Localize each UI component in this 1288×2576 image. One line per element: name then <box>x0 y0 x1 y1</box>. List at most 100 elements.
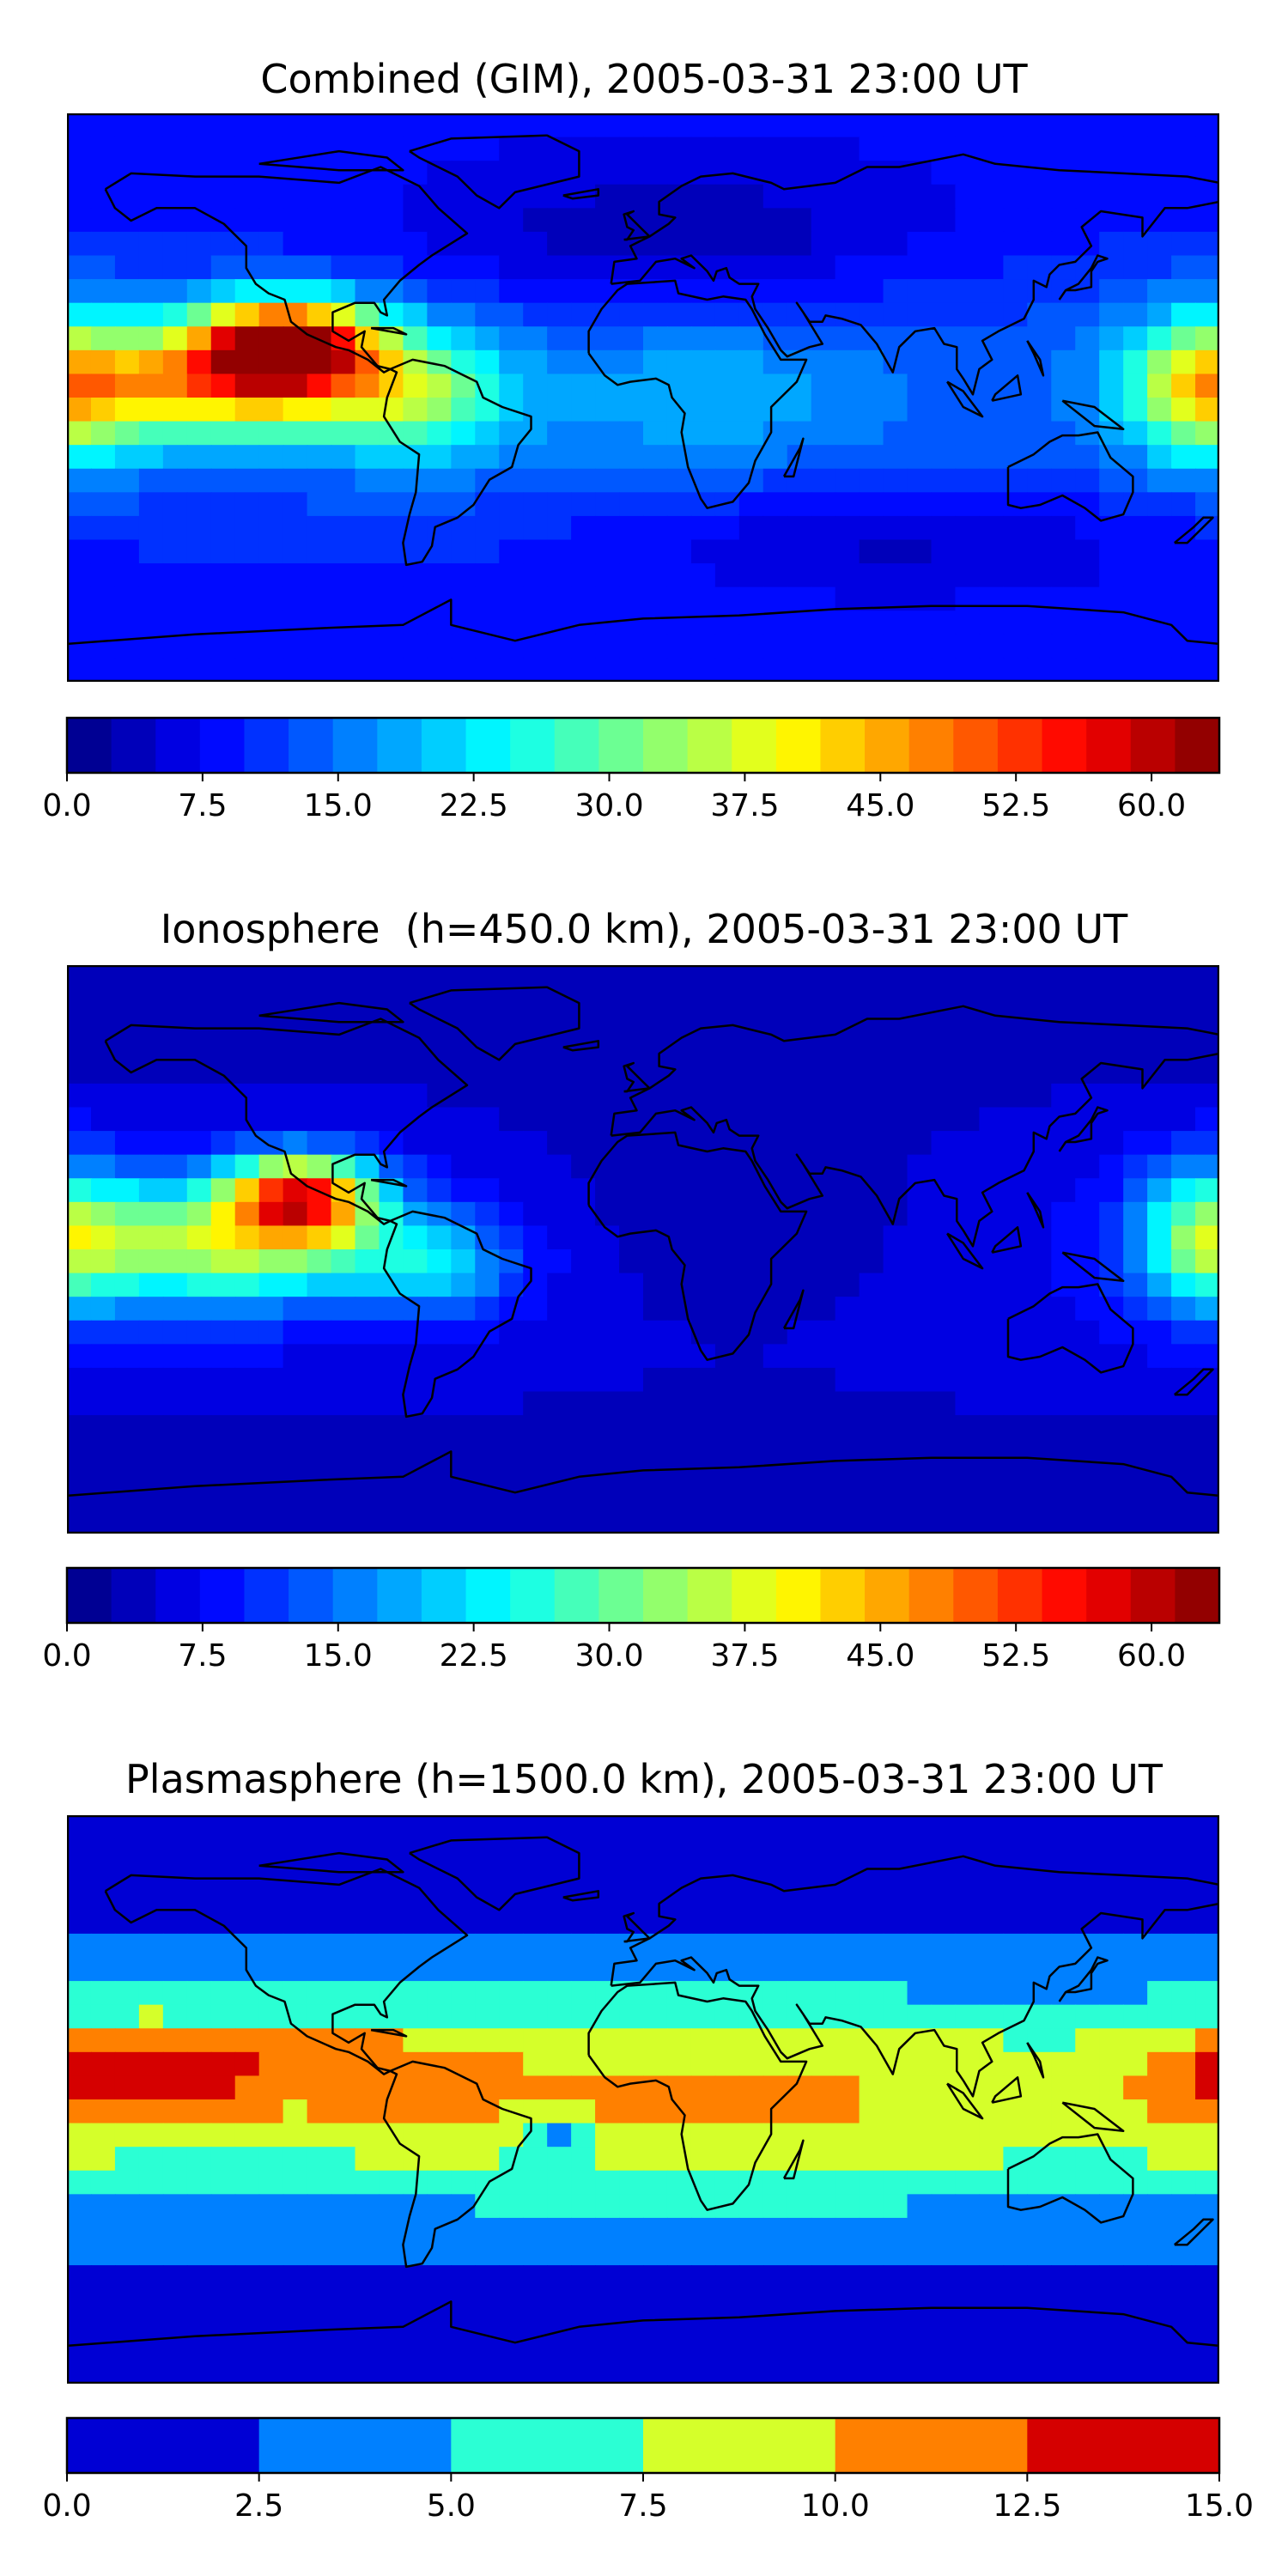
heatmap-cell <box>283 161 308 185</box>
heatmap-cell <box>883 1933 908 1959</box>
heatmap-cell <box>571 2241 596 2266</box>
heatmap-cell <box>355 2194 380 2219</box>
heatmap-cell <box>186 539 212 564</box>
heatmap-cell <box>714 2360 740 2384</box>
heatmap-cell <box>186 1933 212 1959</box>
heatmap-cell <box>547 302 572 328</box>
heatmap-cell <box>907 302 933 328</box>
heatmap-cell <box>571 658 596 682</box>
heatmap-cell <box>451 611 477 635</box>
heatmap-cell <box>811 1485 836 1511</box>
heatmap-cell <box>811 1012 836 1037</box>
heatmap-cell <box>355 658 380 682</box>
heatmap-cell <box>714 611 740 635</box>
heatmap-cell <box>787 1320 812 1346</box>
heatmap-cell <box>907 1415 933 1440</box>
heatmap-cell <box>331 1060 356 1084</box>
heatmap-cell <box>114 1201 140 1227</box>
colorbar-segment <box>953 718 999 773</box>
heatmap-cell <box>355 1083 380 1109</box>
heatmap-cell <box>475 1154 501 1180</box>
heatmap-cell <box>547 2336 572 2361</box>
heatmap-cell <box>859 515 884 541</box>
colorbar-segment <box>244 1568 289 1623</box>
heatmap-cell <box>1003 2170 1029 2196</box>
heatmap-cell <box>979 492 1005 517</box>
heatmap-cell <box>1003 208 1029 233</box>
heatmap-cell <box>1123 1485 1148 1511</box>
heatmap-cell <box>138 1933 164 1959</box>
heatmap-cell <box>355 231 380 257</box>
heatmap-cell <box>883 1910 908 1935</box>
heatmap-cell <box>138 2075 164 2100</box>
heatmap-cell <box>234 1249 260 1274</box>
heatmap-cell <box>1027 515 1053 541</box>
heatmap-cell <box>210 113 236 138</box>
heatmap-cell <box>451 445 477 470</box>
heatmap-cell <box>499 1060 525 1084</box>
heatmap-cell <box>355 2241 380 2266</box>
heatmap-cell <box>523 586 548 612</box>
heatmap-cell <box>979 2051 1005 2077</box>
heatmap-cell <box>427 2099 453 2124</box>
heatmap-cell <box>1123 1957 1148 1982</box>
heatmap-cell <box>138 1815 164 1840</box>
heatmap-cell <box>1051 113 1077 138</box>
coastline <box>991 374 1023 402</box>
heatmap-cell <box>67 374 92 398</box>
heatmap-cell <box>331 1391 356 1416</box>
heatmap-cell <box>859 374 884 398</box>
heatmap-cell <box>138 326 164 351</box>
heatmap-cell <box>931 2051 957 2077</box>
heatmap-cell <box>186 113 212 138</box>
heatmap-cell <box>666 1320 692 1346</box>
heatmap-cell <box>835 1225 860 1250</box>
colorbar-segment <box>199 718 246 773</box>
heatmap-cell <box>1051 445 1077 470</box>
heatmap-cell <box>931 2123 957 2148</box>
heatmap-cell <box>283 2147 308 2172</box>
heatmap-cell <box>499 965 525 990</box>
heatmap-cell <box>307 1273 332 1297</box>
colorbar-segment <box>465 1568 511 1623</box>
heatmap-cell <box>1051 988 1077 1013</box>
heatmap-cell <box>138 184 164 210</box>
heatmap-cell <box>690 1060 716 1084</box>
heatmap-cell <box>811 1225 836 1250</box>
heatmap-cell <box>210 2194 236 2219</box>
heatmap-cell <box>283 2336 308 2361</box>
heatmap-cell <box>379 2194 404 2219</box>
heatmap-cell <box>714 515 740 541</box>
heatmap-cell <box>162 2217 188 2243</box>
heatmap-cell <box>690 2336 716 2361</box>
heatmap-cell <box>331 1957 356 1982</box>
heatmap-cell <box>283 634 308 659</box>
heatmap-cell <box>714 2336 740 2361</box>
heatmap-cell <box>1099 468 1124 494</box>
heatmap-cell <box>907 1154 933 1180</box>
heatmap-cell <box>210 1815 236 1840</box>
heatmap-cell <box>427 161 453 185</box>
heatmap-cell <box>883 1131 908 1156</box>
heatmap-cell <box>258 1391 284 1416</box>
heatmap-cell <box>210 1060 236 1084</box>
heatmap-cell <box>1027 2217 1053 2243</box>
heatmap-cell <box>762 421 788 446</box>
heatmap-cell <box>547 2170 572 2196</box>
heatmap-cell <box>1027 1510 1053 1534</box>
coastline <box>1058 254 1109 301</box>
heatmap-cell <box>475 2147 501 2172</box>
heatmap-cell <box>979 137 1005 161</box>
heatmap-cell <box>1003 658 1029 682</box>
heatmap-cell <box>162 468 188 494</box>
heatmap-cell <box>690 302 716 328</box>
heatmap-cell <box>811 611 836 635</box>
heatmap-cell <box>666 988 692 1013</box>
heatmap-cell <box>67 1862 92 1887</box>
heatmap-cell <box>907 2360 933 2384</box>
heatmap-cell <box>1051 658 1077 682</box>
heatmap-cell <box>955 1297 981 1321</box>
heatmap-cell <box>1099 1485 1124 1511</box>
heatmap-cell <box>162 2241 188 2266</box>
heatmap-cell <box>114 1815 140 1840</box>
